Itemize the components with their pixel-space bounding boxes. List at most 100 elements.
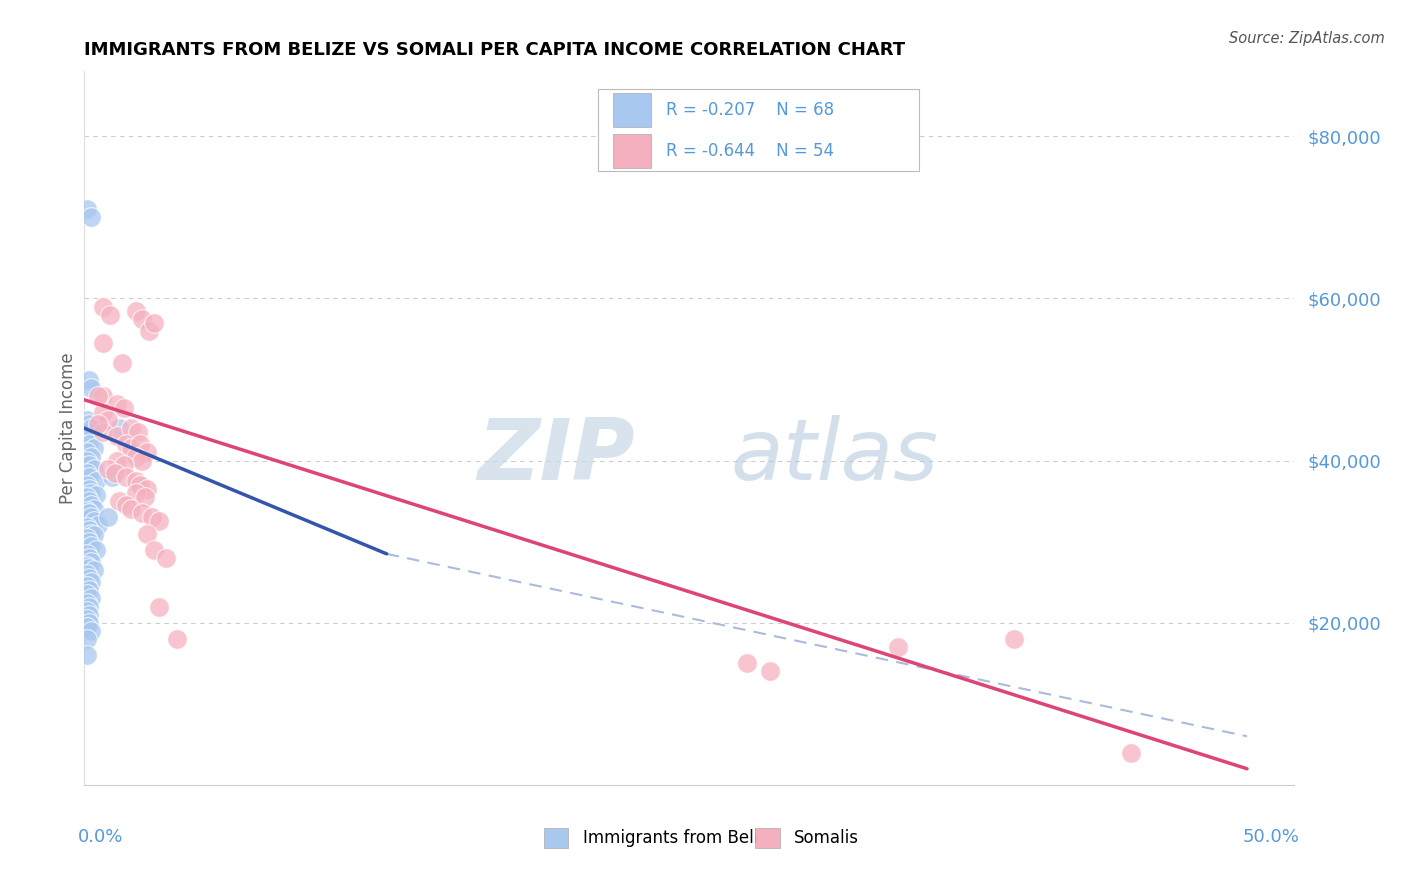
Point (76, 504, 98, 518)
Point (80, 575, 103, 590)
Point (77, 437, 100, 451)
Point (887, 640, 910, 654)
Point (91, 336, 114, 351)
Point (129, 437, 152, 451)
Point (127, 425, 149, 440)
Point (80, 624, 103, 638)
Point (120, 502, 142, 516)
Point (76, 453, 98, 467)
Point (87, 389, 110, 403)
Point (115, 498, 138, 512)
Point (124, 450, 146, 464)
Point (104, 466, 127, 480)
Bar (613, 134, 651, 168)
Point (131, 311, 153, 326)
Point (76, 520, 98, 534)
Point (1004, 632, 1026, 646)
Point (76, 478, 98, 492)
Point (134, 490, 156, 504)
Point (76, 604, 98, 618)
Point (80, 539, 103, 553)
Point (77, 494, 100, 508)
Point (97, 413, 120, 427)
Point (129, 478, 152, 492)
Point (1119, 746, 1142, 760)
Point (76, 567, 98, 582)
Point (97, 510, 120, 524)
Bar (613, 93, 651, 127)
Point (77, 417, 100, 431)
Point (105, 453, 128, 467)
Point (138, 324, 160, 338)
Point (108, 421, 131, 435)
Point (735, 657, 758, 671)
Text: ZIP: ZIP (477, 415, 634, 499)
Point (76, 547, 98, 561)
Point (91, 300, 114, 314)
Bar (755, 829, 780, 848)
Text: IMMIGRANTS FROM BELIZE VS SOMALI PER CAPITA INCOME CORRELATION CHART: IMMIGRANTS FROM BELIZE VS SOMALI PER CAP… (84, 41, 905, 59)
Point (80, 498, 103, 512)
Point (97, 461, 120, 475)
Point (80, 211, 103, 225)
Point (76, 587, 98, 601)
Text: Somalis: Somalis (794, 830, 859, 847)
Point (120, 442, 142, 456)
Point (759, 665, 782, 679)
Point (83, 563, 105, 577)
Point (76, 425, 98, 440)
Text: 50.0%: 50.0% (1243, 828, 1299, 846)
Point (76, 579, 98, 593)
Point (83, 515, 105, 529)
Point (91, 425, 114, 440)
Point (115, 470, 138, 484)
Point (76, 648, 98, 663)
Text: Source: ZipAtlas.com: Source: ZipAtlas.com (1229, 31, 1385, 46)
Point (76, 531, 98, 545)
Point (80, 526, 103, 541)
Point (83, 528, 105, 542)
Point (76, 612, 98, 626)
Point (80, 421, 103, 435)
Point (141, 510, 163, 524)
Point (76, 559, 98, 574)
Point (83, 461, 105, 475)
Point (155, 550, 177, 565)
Point (77, 615, 100, 630)
Point (76, 490, 98, 504)
Point (77, 583, 100, 598)
Point (136, 526, 159, 541)
Point (77, 506, 100, 520)
Text: 0.0%: 0.0% (79, 828, 124, 846)
Point (124, 486, 146, 500)
Text: R = -0.644    N = 54: R = -0.644 N = 54 (666, 142, 834, 160)
Point (87, 417, 110, 431)
Point (166, 632, 188, 646)
Point (84, 542, 107, 557)
Text: R = -0.207    N = 68: R = -0.207 N = 68 (666, 101, 834, 119)
Point (77, 458, 100, 472)
Point (80, 555, 103, 569)
Point (77, 571, 100, 585)
Point (84, 488, 107, 502)
Point (77, 482, 100, 496)
Point (143, 316, 166, 330)
Point (98, 308, 121, 322)
Point (76, 445, 98, 459)
Point (77, 550, 100, 565)
Point (91, 405, 114, 419)
Point (76, 632, 98, 646)
Y-axis label: Per Capita Income: Per Capita Income (59, 352, 77, 504)
Point (77, 534, 100, 549)
Point (77, 560, 100, 574)
Point (77, 523, 100, 537)
Point (110, 356, 132, 370)
Point (76, 620, 98, 634)
Point (148, 515, 170, 529)
Point (112, 401, 135, 415)
Point (91, 389, 114, 403)
Point (143, 542, 166, 557)
Point (131, 506, 153, 520)
Point (136, 482, 159, 496)
Point (80, 450, 103, 464)
